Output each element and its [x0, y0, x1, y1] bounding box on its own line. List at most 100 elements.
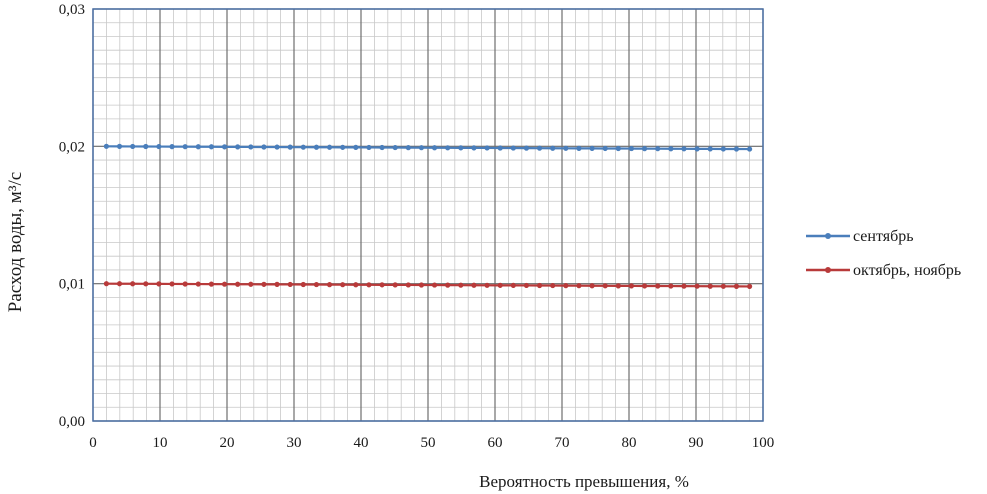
series-point [445, 282, 451, 288]
series-point [471, 145, 477, 151]
series-point [641, 146, 648, 152]
series-point [353, 144, 359, 150]
series-point [405, 145, 411, 151]
legend-swatch-marker [825, 233, 831, 239]
series-point [208, 281, 215, 287]
series-point [471, 282, 477, 288]
series-point [103, 143, 109, 149]
series-point [340, 282, 346, 288]
series-point [484, 145, 490, 151]
series-point [103, 281, 109, 287]
x-tick-label: 60 [488, 435, 503, 451]
series-point [274, 144, 280, 150]
series-point [681, 146, 687, 152]
x-tick-label: 40 [354, 435, 369, 451]
x-axis-title: Вероятность превышения, % [479, 472, 689, 491]
series-point [274, 281, 280, 287]
series-point [261, 281, 267, 287]
series-point [497, 282, 503, 288]
series-point [615, 145, 621, 152]
series-point [379, 144, 385, 151]
series-point [235, 144, 241, 150]
series-point [589, 145, 595, 152]
series-point [523, 282, 530, 289]
series-point [405, 282, 411, 288]
series-point [353, 282, 359, 288]
series-point [523, 145, 530, 151]
legend-label: октябрь, ноябрь [853, 262, 961, 279]
x-tick-label: 70 [555, 435, 570, 451]
series-point [668, 146, 674, 152]
series-point [720, 146, 726, 152]
series-point [300, 144, 306, 150]
series-point [116, 281, 123, 287]
series-point [379, 282, 385, 288]
series-point [208, 144, 215, 150]
series-point [720, 283, 726, 289]
series-point [445, 145, 451, 151]
series-point [746, 146, 753, 152]
series-layer [103, 143, 753, 290]
series-point [628, 145, 635, 152]
series-point [576, 283, 582, 289]
series-point [156, 281, 162, 287]
series-point [668, 283, 674, 289]
x-tick-label: 90 [689, 435, 704, 451]
series-point [563, 283, 569, 289]
series-point [563, 145, 569, 151]
series-point [143, 143, 149, 150]
series-point [550, 145, 556, 151]
x-axis-ticks: 0 10 20 30 40 50 60 70 80 90 100 [89, 435, 774, 451]
series-point [510, 282, 516, 289]
series-point [195, 144, 201, 150]
y-tick-label: 0,02 [59, 139, 85, 155]
series-point [340, 144, 346, 150]
series-point [366, 144, 372, 151]
series-point [182, 281, 188, 287]
series-point [655, 146, 661, 152]
x-tick-label: 10 [153, 435, 168, 451]
series-point [366, 282, 372, 288]
series-point [392, 282, 398, 288]
x-tick-label: 20 [220, 435, 235, 451]
y-tick-label: 0,00 [59, 414, 85, 430]
series-point [536, 145, 543, 151]
series-point [248, 281, 254, 287]
series-point [458, 145, 464, 151]
series-point [169, 144, 175, 150]
series-point [116, 143, 123, 149]
legend-label: сентябрь [853, 228, 914, 245]
series-point [576, 145, 582, 151]
x-tick-label: 100 [752, 435, 775, 451]
series-point [287, 281, 293, 288]
series-point [497, 145, 503, 151]
legend-item: октябрь, ноябрь [806, 262, 961, 279]
series-point [300, 281, 306, 288]
series-point [221, 144, 228, 150]
series-point [746, 283, 753, 290]
series-point [707, 146, 713, 152]
series-point [169, 281, 175, 287]
series-point [641, 283, 648, 289]
series-point [418, 282, 425, 288]
series-point [733, 283, 740, 289]
plot-area-frame [92, 8, 764, 422]
legend: сентябрь октябрь, ноябрь [806, 228, 961, 279]
series-point [248, 144, 254, 150]
series-point [615, 283, 621, 289]
series-point [628, 283, 635, 289]
series-point [694, 283, 700, 289]
series-point [143, 281, 149, 287]
y-axis-title: Расход воды, м³/с [5, 172, 26, 313]
series-point [655, 283, 661, 289]
series-2 [103, 281, 753, 290]
series-point [130, 143, 136, 150]
series-point [326, 144, 333, 150]
series-point [694, 146, 700, 152]
series-point [681, 283, 687, 289]
series-point [484, 282, 490, 288]
series-point [287, 144, 293, 150]
series-1 [103, 143, 753, 152]
series-point [326, 282, 333, 288]
series-point [261, 144, 267, 150]
